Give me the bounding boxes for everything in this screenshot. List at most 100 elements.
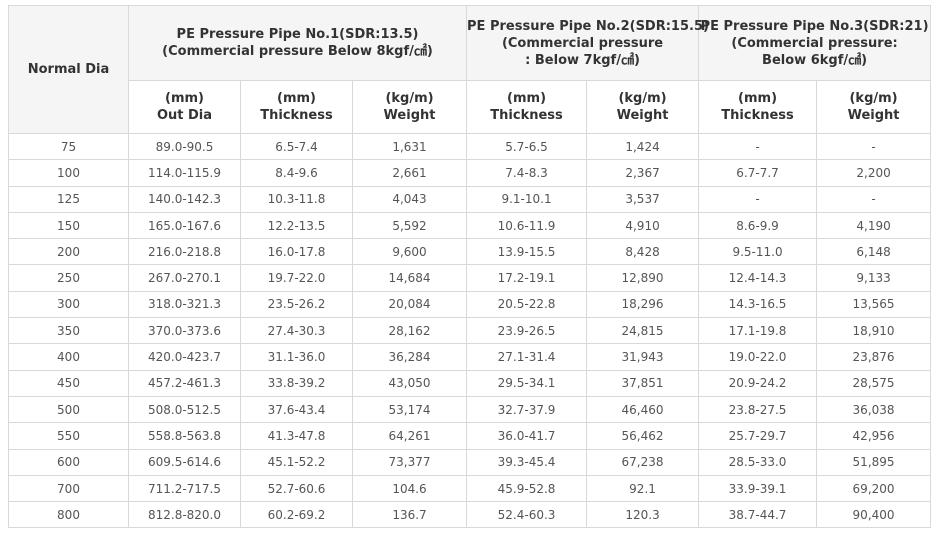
dia-cell: 400 (8, 343, 129, 371)
dia-cell: 125 (8, 185, 129, 213)
table-cell: 56,462 (586, 422, 700, 450)
table-cell: 1,631 (351, 132, 468, 161)
sub-header: (mm) Thickness (466, 80, 588, 134)
table-cell: - (698, 132, 818, 161)
table-cell: 558.8-563.8 (128, 422, 241, 450)
header-line: : Below 7kgf/㎠) (525, 52, 640, 68)
table-cell: 216.0-218.8 (128, 238, 241, 266)
table-cell: 20.5-22.8 (466, 290, 588, 319)
header-line: Thickness (260, 108, 333, 123)
table-cell: 140.0-142.3 (128, 185, 241, 213)
table-cell: 4,043 (351, 185, 468, 213)
table-cell: 37,851 (586, 369, 700, 397)
table-cell: 53,174 (351, 395, 468, 424)
header-line: Thickness (490, 108, 563, 123)
sub-header: (kg/m) Weight (351, 80, 468, 134)
table-cell: 20,084 (351, 290, 468, 319)
header-line: Weight (847, 108, 900, 123)
table-cell: 23,876 (816, 343, 932, 371)
table-cell: 43,050 (351, 369, 468, 397)
table-cell: 370.0-373.6 (128, 317, 241, 345)
table-row: 250 267.0-270.1 19.7-22.0 14,684 17.2-19.1 12… (8, 264, 932, 292)
table-row: 150 165.0-167.6 12.2-13.5 5,592 10.6-11.9 4,9… (8, 211, 932, 240)
table-row: 500 508.0-512.5 37.6-43.4 53,174 32.7-37.9 46… (8, 395, 932, 424)
table-cell: 27.1-31.4 (466, 343, 588, 371)
header-line: (Commercial pressure (501, 35, 664, 51)
table-cell: 18,910 (816, 317, 932, 345)
table-cell: - (816, 185, 932, 213)
sub-header: (mm) Out Dia (128, 80, 241, 134)
table-cell: - (698, 185, 818, 213)
dia-cell: 300 (8, 290, 129, 319)
table-cell: 8.6-9.9 (698, 211, 818, 240)
table-cell: 420.0-423.7 (128, 343, 241, 371)
table-cell: 89.0-90.5 (128, 132, 241, 161)
table-cell: 37.6-43.4 (240, 395, 353, 424)
table-cell: 165.0-167.6 (128, 211, 241, 240)
table-cell: 31,943 (586, 343, 700, 371)
table-cell: 12.4-14.3 (698, 264, 818, 292)
table-cell: 104.6 (351, 474, 468, 503)
table-cell: 25.7-29.7 (698, 422, 818, 450)
table-cell: 52.7-60.6 (240, 474, 353, 503)
table-cell: 3,537 (586, 185, 700, 213)
table-cell: 13,565 (816, 290, 932, 319)
table-row: 800 812.8-820.0 60.2-69.2 136.7 52.4-60.3 120… (8, 501, 932, 529)
table-cell: 23.9-26.5 (466, 317, 588, 345)
header-line: Weight (616, 108, 669, 123)
dia-cell: 700 (8, 474, 129, 503)
dia-cell: 550 (8, 422, 129, 450)
table-cell: 18,296 (586, 290, 700, 319)
table-cell: 8.4-9.6 (240, 159, 353, 187)
table-cell: 67,238 (586, 448, 700, 476)
table-cell: 14.3-16.5 (698, 290, 818, 319)
table-cell: 92.1 (586, 474, 700, 503)
sub-header: (kg/m) Weight (586, 80, 700, 134)
table-cell: 10.6-11.9 (466, 211, 588, 240)
table-cell: 14,684 (351, 264, 468, 292)
table-cell: 17.1-19.8 (698, 317, 818, 345)
table-cell: 42,956 (816, 422, 932, 450)
table-row: 125 140.0-142.3 10.3-11.8 4,043 9.1-10.1 3,53… (8, 185, 932, 213)
table-cell: 52.4-60.3 (466, 501, 588, 529)
group-header: PE Pressure Pipe No.1(SDR:13.5) (Commerci… (127, 5, 468, 81)
table-cell: 5.7-6.5 (466, 132, 588, 161)
group-header: PE Pressure Pipe No.2(SDR:15.5) (Commerci… (466, 5, 709, 81)
table-cell: 318.0-321.3 (128, 290, 241, 319)
table-cell: 711.2-717.5 (128, 474, 241, 503)
table-cell: 29.5-34.1 (466, 369, 588, 397)
header-line: (mm) (507, 91, 547, 106)
table-row: 100 114.0-115.9 8.4-9.6 2,661 7.4-8.3 2,367 6.… (8, 159, 932, 187)
table-cell: 12,890 (586, 264, 700, 292)
sub-header: (kg/m) Weight (816, 80, 932, 134)
table-row: 550 558.8-563.8 41.3-47.8 64,261 36.0-41.7 56… (8, 422, 932, 450)
table-cell: 41.3-47.8 (240, 422, 353, 450)
table-cell: 7.4-8.3 (466, 159, 588, 187)
table-cell: 36.0-41.7 (466, 422, 588, 450)
table-cell: 120.3 (586, 501, 700, 529)
table-cell: 136.7 (351, 501, 468, 529)
header-line: PE Pressure Pipe No.3(SDR:21) (700, 18, 929, 34)
table-cell: 508.0-512.5 (128, 395, 241, 424)
table-row: 75 89.0-90.5 6.5-7.4 1,631 5.7-6.5 1,424- - (8, 132, 932, 161)
table-cell: 31.1-36.0 (240, 343, 353, 371)
header-line: (kg/m) (849, 91, 898, 106)
table-cell: 4,190 (816, 211, 932, 240)
sub-header: (mm) Thickness (698, 80, 818, 134)
header-line: PE Pressure Pipe No.1(SDR:13.5) (176, 27, 419, 42)
table-row: 350 370.0-373.6 27.4-30.3 28,162 23.9-26.5 24… (8, 317, 932, 345)
table-cell: 114.0-115.9 (128, 159, 241, 187)
dia-cell: 600 (8, 448, 129, 476)
table-cell: 73,377 (351, 448, 468, 476)
table-cell: 45.9-52.8 (466, 474, 588, 503)
table-row: 400 420.0-423.7 31.1-36.0 36,284 27.1-31.4 31… (8, 343, 932, 371)
table-body: 75 89.0-90.5 6.5-7.4 1,631 5.7-6.5 1,424- -100… (8, 132, 932, 529)
dia-cell: 500 (8, 395, 129, 424)
table-cell: 9,133 (816, 264, 932, 292)
table-cell: 51,895 (816, 448, 932, 476)
header-line: (kg/m) (385, 91, 434, 106)
dia-cell: 800 (8, 501, 129, 529)
table-cell: 267.0-270.1 (128, 264, 241, 292)
corner-header: Normal Dia (8, 5, 129, 134)
